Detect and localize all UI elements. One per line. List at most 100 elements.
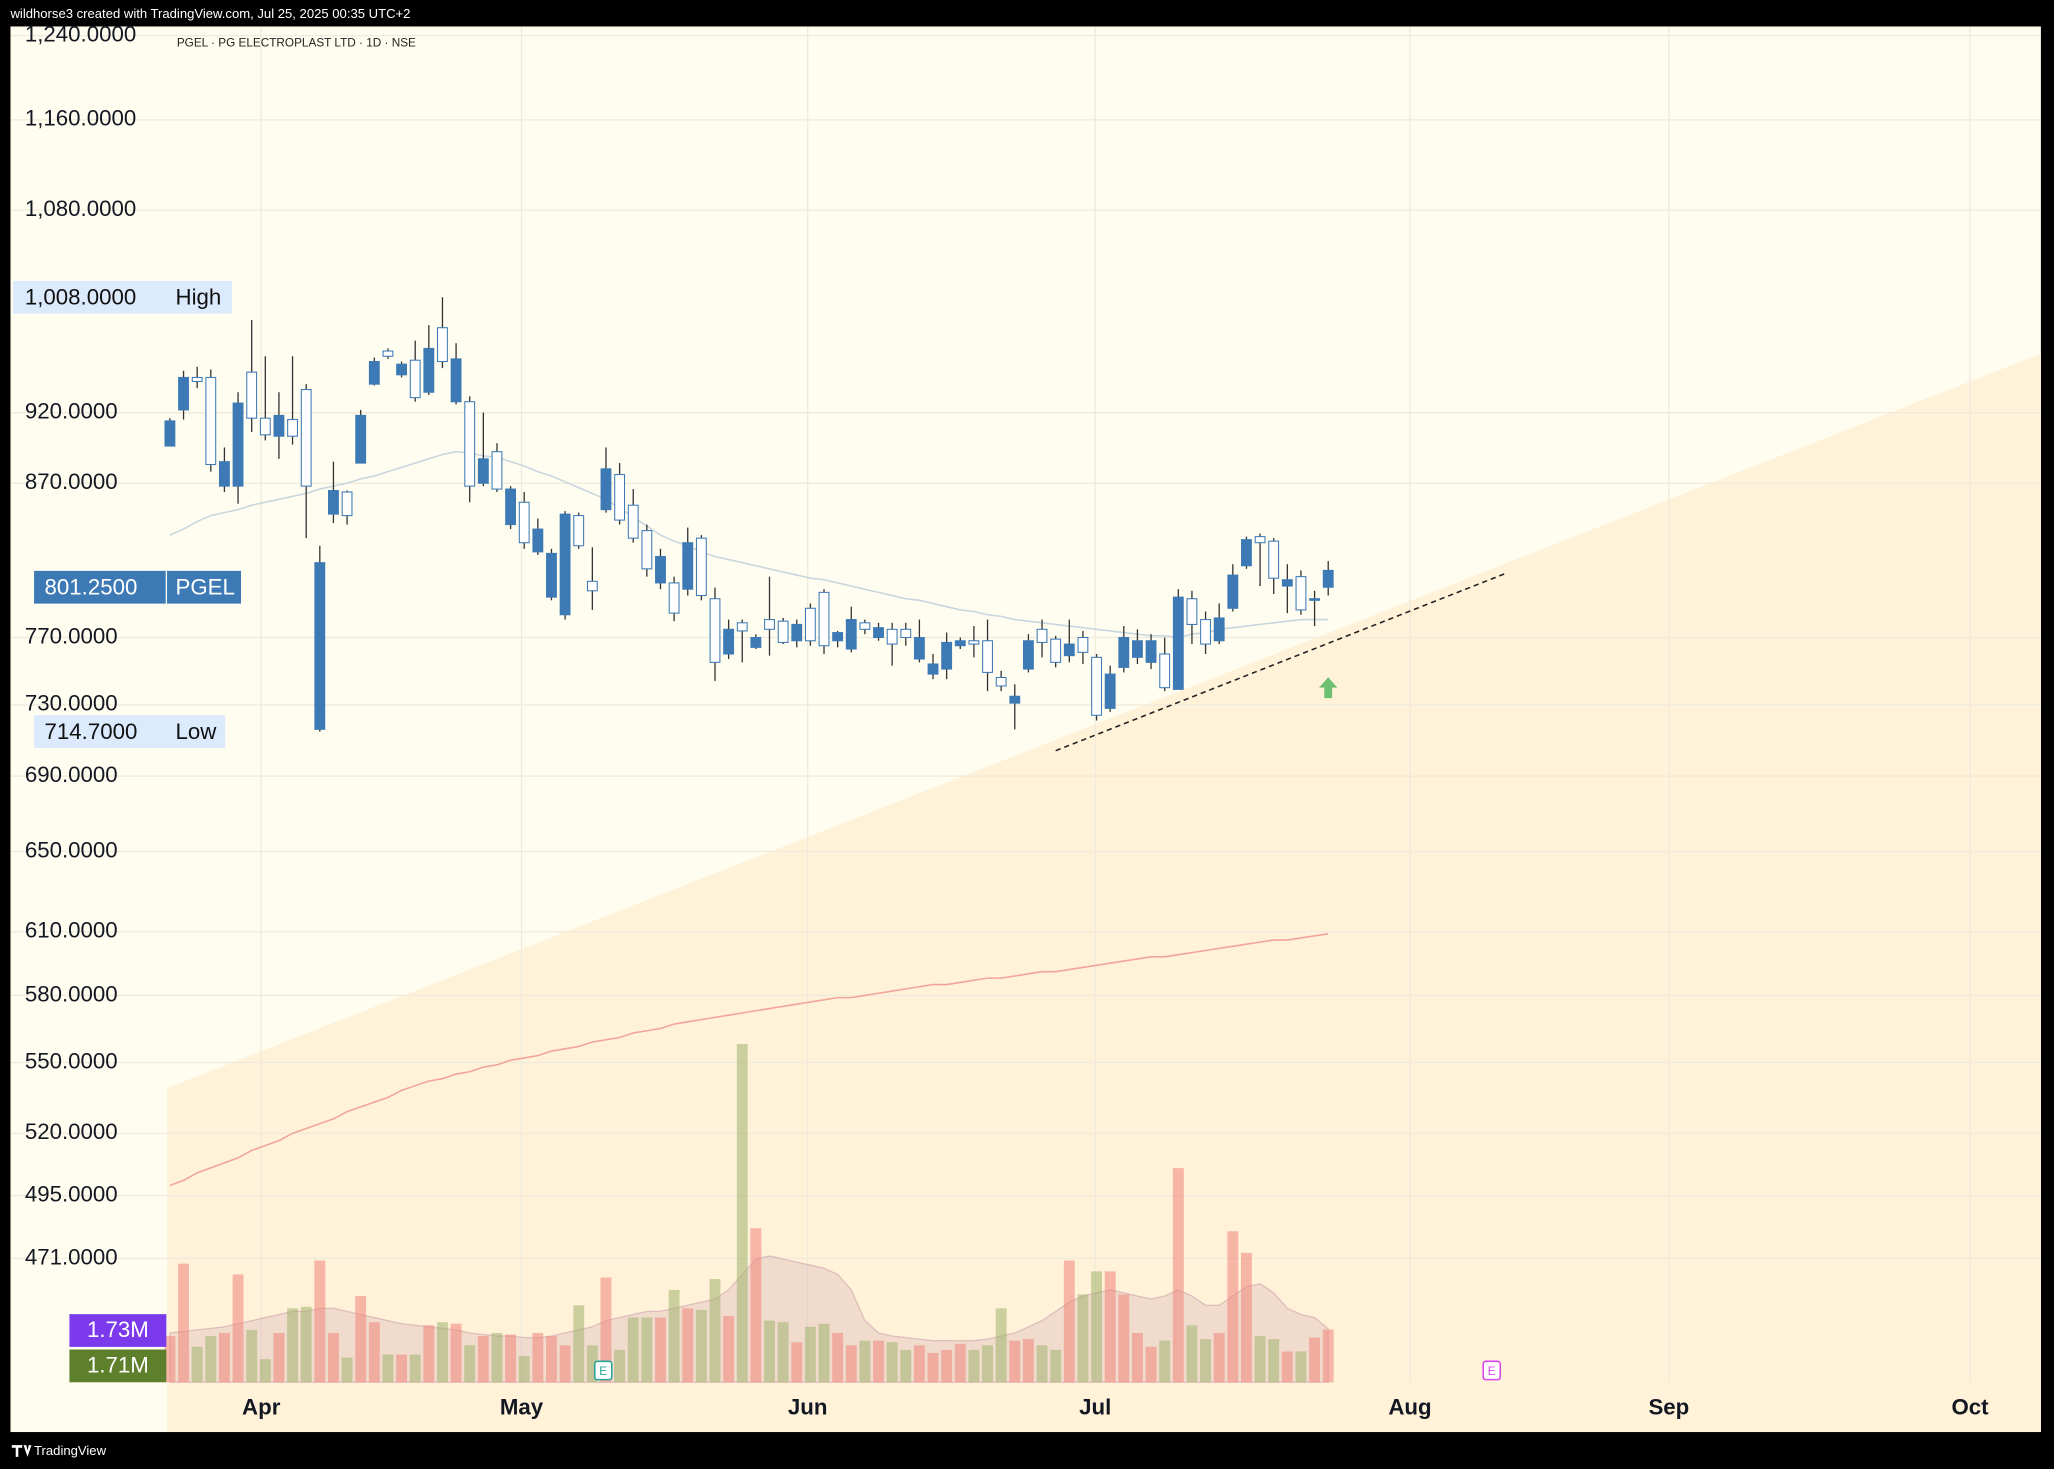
volume-bar bbox=[1159, 1340, 1171, 1383]
candle-body bbox=[750, 636, 762, 648]
volume-bar bbox=[1322, 1329, 1334, 1383]
volume-bar bbox=[532, 1332, 544, 1383]
volume-bar bbox=[1022, 1339, 1034, 1383]
volume-bar bbox=[1268, 1339, 1280, 1383]
volume-bar bbox=[396, 1354, 408, 1383]
candle-body bbox=[1091, 656, 1102, 716]
volume-bar bbox=[191, 1346, 203, 1383]
candle-body bbox=[1077, 636, 1089, 653]
volume-bar bbox=[1254, 1336, 1266, 1383]
volume-bar bbox=[1063, 1260, 1075, 1383]
candle-body bbox=[900, 628, 912, 639]
earnings-marker bbox=[593, 1360, 613, 1381]
candle-body bbox=[982, 640, 993, 673]
candle-body bbox=[355, 414, 367, 464]
volume-bar bbox=[1240, 1252, 1252, 1383]
x-tick-label: Apr bbox=[242, 1394, 281, 1419]
candle-body bbox=[1104, 673, 1116, 709]
y-tick-label: 1,080.0000 bbox=[25, 196, 136, 221]
candle-body bbox=[1227, 574, 1239, 609]
candle-body bbox=[464, 401, 476, 487]
volume-bar bbox=[246, 1329, 258, 1383]
volume-bar bbox=[832, 1332, 844, 1383]
volume-bar bbox=[913, 1345, 925, 1383]
candle-body bbox=[382, 350, 394, 357]
candle-body bbox=[1036, 628, 1048, 643]
volume-bar bbox=[437, 1322, 448, 1383]
volume-bar bbox=[205, 1336, 217, 1383]
candle-body bbox=[1268, 540, 1280, 579]
volume-bar bbox=[777, 1322, 789, 1383]
candle-body bbox=[273, 414, 285, 437]
candle-body bbox=[328, 490, 339, 515]
y-tick-label: 1,160.0000 bbox=[25, 106, 136, 131]
candle-body bbox=[1322, 569, 1334, 588]
volume-bar bbox=[1281, 1351, 1293, 1383]
x-tick-label: Sep bbox=[1648, 1394, 1689, 1419]
earnings-label: E bbox=[599, 1365, 607, 1378]
price-label-box bbox=[34, 570, 242, 604]
candle-body bbox=[1132, 640, 1143, 658]
price-label-box bbox=[34, 715, 226, 749]
volume-bar bbox=[954, 1343, 966, 1383]
moving-average-line bbox=[169, 450, 1329, 639]
volume-bar bbox=[641, 1317, 653, 1383]
candle-body bbox=[845, 619, 857, 650]
volume-bar bbox=[750, 1228, 762, 1383]
volume-bar bbox=[273, 1332, 285, 1383]
volume-bar bbox=[668, 1289, 680, 1383]
candle-body bbox=[695, 537, 707, 597]
candle-body bbox=[791, 623, 803, 642]
volume-bar bbox=[1077, 1294, 1089, 1383]
price-label-name: PGEL bbox=[176, 574, 235, 599]
candle-body bbox=[723, 628, 735, 655]
volume-bar bbox=[1050, 1349, 1062, 1383]
volume-bar bbox=[178, 1263, 189, 1383]
candle-body bbox=[886, 628, 898, 645]
candle-body bbox=[409, 359, 421, 399]
candle-body bbox=[477, 458, 489, 484]
candle-body bbox=[614, 474, 626, 521]
price-label-value: 714.7000 bbox=[45, 719, 138, 744]
volume-bar bbox=[1186, 1325, 1198, 1383]
candle-body bbox=[232, 402, 244, 487]
y-tick-label: 580.0000 bbox=[25, 981, 118, 1006]
volume-bar bbox=[355, 1295, 367, 1383]
volume-bar bbox=[1036, 1345, 1048, 1383]
candle-body bbox=[1281, 579, 1293, 587]
volume-bar bbox=[1091, 1271, 1103, 1383]
volume-bar bbox=[327, 1332, 339, 1383]
candle-body bbox=[1213, 617, 1225, 642]
candle-body bbox=[1009, 695, 1021, 704]
volume-bar bbox=[1200, 1339, 1212, 1383]
candle-body bbox=[1295, 576, 1307, 611]
volume-bar bbox=[845, 1345, 857, 1383]
volume-bar bbox=[409, 1354, 421, 1383]
candle-body bbox=[450, 358, 462, 403]
y-tick-label: 520.0000 bbox=[25, 1119, 118, 1144]
candle-body bbox=[818, 591, 830, 647]
y-tick-label: 471.0000 bbox=[25, 1244, 118, 1269]
candle-body bbox=[1241, 539, 1252, 567]
y-tick-label: 650.0000 bbox=[25, 837, 118, 862]
candle-body bbox=[777, 620, 789, 643]
candle-body bbox=[668, 582, 680, 614]
volume-bar bbox=[218, 1332, 230, 1383]
x-tick-label: Jun bbox=[788, 1394, 828, 1419]
volume-bar bbox=[287, 1308, 299, 1383]
volume-bar bbox=[559, 1345, 571, 1383]
candle-body bbox=[1118, 636, 1130, 668]
header-text: wildhorse3 created with TradingView.com,… bbox=[9, 6, 410, 21]
candle-body bbox=[218, 461, 230, 487]
volume-bar bbox=[518, 1356, 530, 1383]
candle-body bbox=[913, 636, 925, 660]
volume-label: 1.71M bbox=[87, 1352, 149, 1377]
candle-body bbox=[764, 619, 775, 630]
y-tick-label: 730.0000 bbox=[25, 691, 118, 716]
candle-body bbox=[573, 515, 585, 547]
price-label-value: 1,008.0000 bbox=[25, 284, 136, 309]
candle-body bbox=[586, 580, 598, 592]
candle-body bbox=[873, 627, 884, 639]
